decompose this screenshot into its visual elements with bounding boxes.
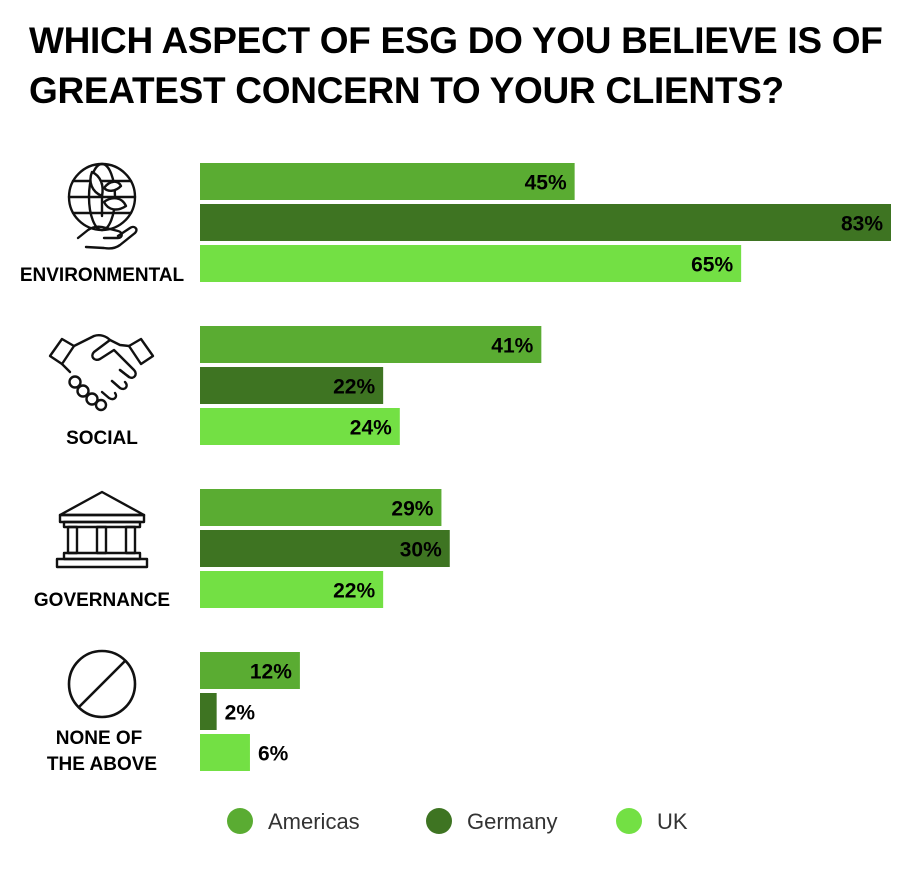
category-label-environmental: ENVIRONMENTAL <box>20 265 185 286</box>
bar-label-governance-americas: 29% <box>391 498 433 521</box>
bar-none-of-the-above-germany <box>200 693 217 730</box>
legend-swatch-germany <box>426 808 452 834</box>
bar-label-environmental-germany: 83% <box>841 213 883 236</box>
handshake-icon <box>48 334 155 412</box>
legend-label-americas: Americas <box>268 809 360 834</box>
legend: Americas Germany UK <box>227 808 688 834</box>
legend-swatch-americas <box>227 808 253 834</box>
bar-labels-group: 45% 83% 65% 41% 22% 24% 29% 30% 22% 12% 2%6% <box>225 172 884 766</box>
bar-label-governance-uk: 22% <box>333 580 375 603</box>
bar-none-of-the-above-americas <box>200 652 300 689</box>
prohibited-icon <box>67 649 137 719</box>
bar-environmental-germany <box>200 204 891 241</box>
bar-label-environmental-uk: 65% <box>691 254 733 277</box>
bar-environmental-uk <box>200 245 742 282</box>
legend-label-uk: UK <box>657 809 688 834</box>
category-label-social: SOCIAL <box>66 428 138 449</box>
bar-governance-germany <box>200 530 450 567</box>
legend-swatch-uk <box>616 808 642 834</box>
category-label-none-line-1: NONE OF <box>56 728 143 749</box>
bar-label-environmental-americas: 45% <box>525 172 567 195</box>
category-label-none-line-2: THE ABOVE <box>47 754 157 775</box>
bar-social-americas <box>200 326 542 363</box>
bar-label-none-of-the-above-uk: 6% <box>258 743 289 766</box>
bars-group <box>200 163 891 771</box>
bar-environmental-americas <box>200 163 575 200</box>
chart-title: WHICH ASPECT OF ESG DO YOU BELIEVE IS OF… <box>29 20 883 111</box>
bar-social-uk <box>200 408 400 445</box>
bar-label-social-uk: 24% <box>350 417 392 440</box>
bar-label-none-of-the-above-germany: 2% <box>225 702 256 725</box>
legend-label-germany: Germany <box>467 809 557 834</box>
bar-governance-americas <box>200 489 442 526</box>
bar-label-social-americas: 41% <box>491 335 533 358</box>
bank-building-icon <box>55 490 149 569</box>
globe-plant-hand-icon <box>67 162 138 250</box>
bar-social-germany <box>200 367 384 404</box>
bar-label-social-germany: 22% <box>333 376 375 399</box>
bar-label-governance-germany: 30% <box>400 539 442 562</box>
bar-none-of-the-above-uk <box>200 734 250 771</box>
category-label-governance: GOVERNANCE <box>34 590 170 611</box>
bar-label-none-of-the-above-americas: 12% <box>250 661 292 684</box>
bar-governance-uk <box>200 571 384 608</box>
